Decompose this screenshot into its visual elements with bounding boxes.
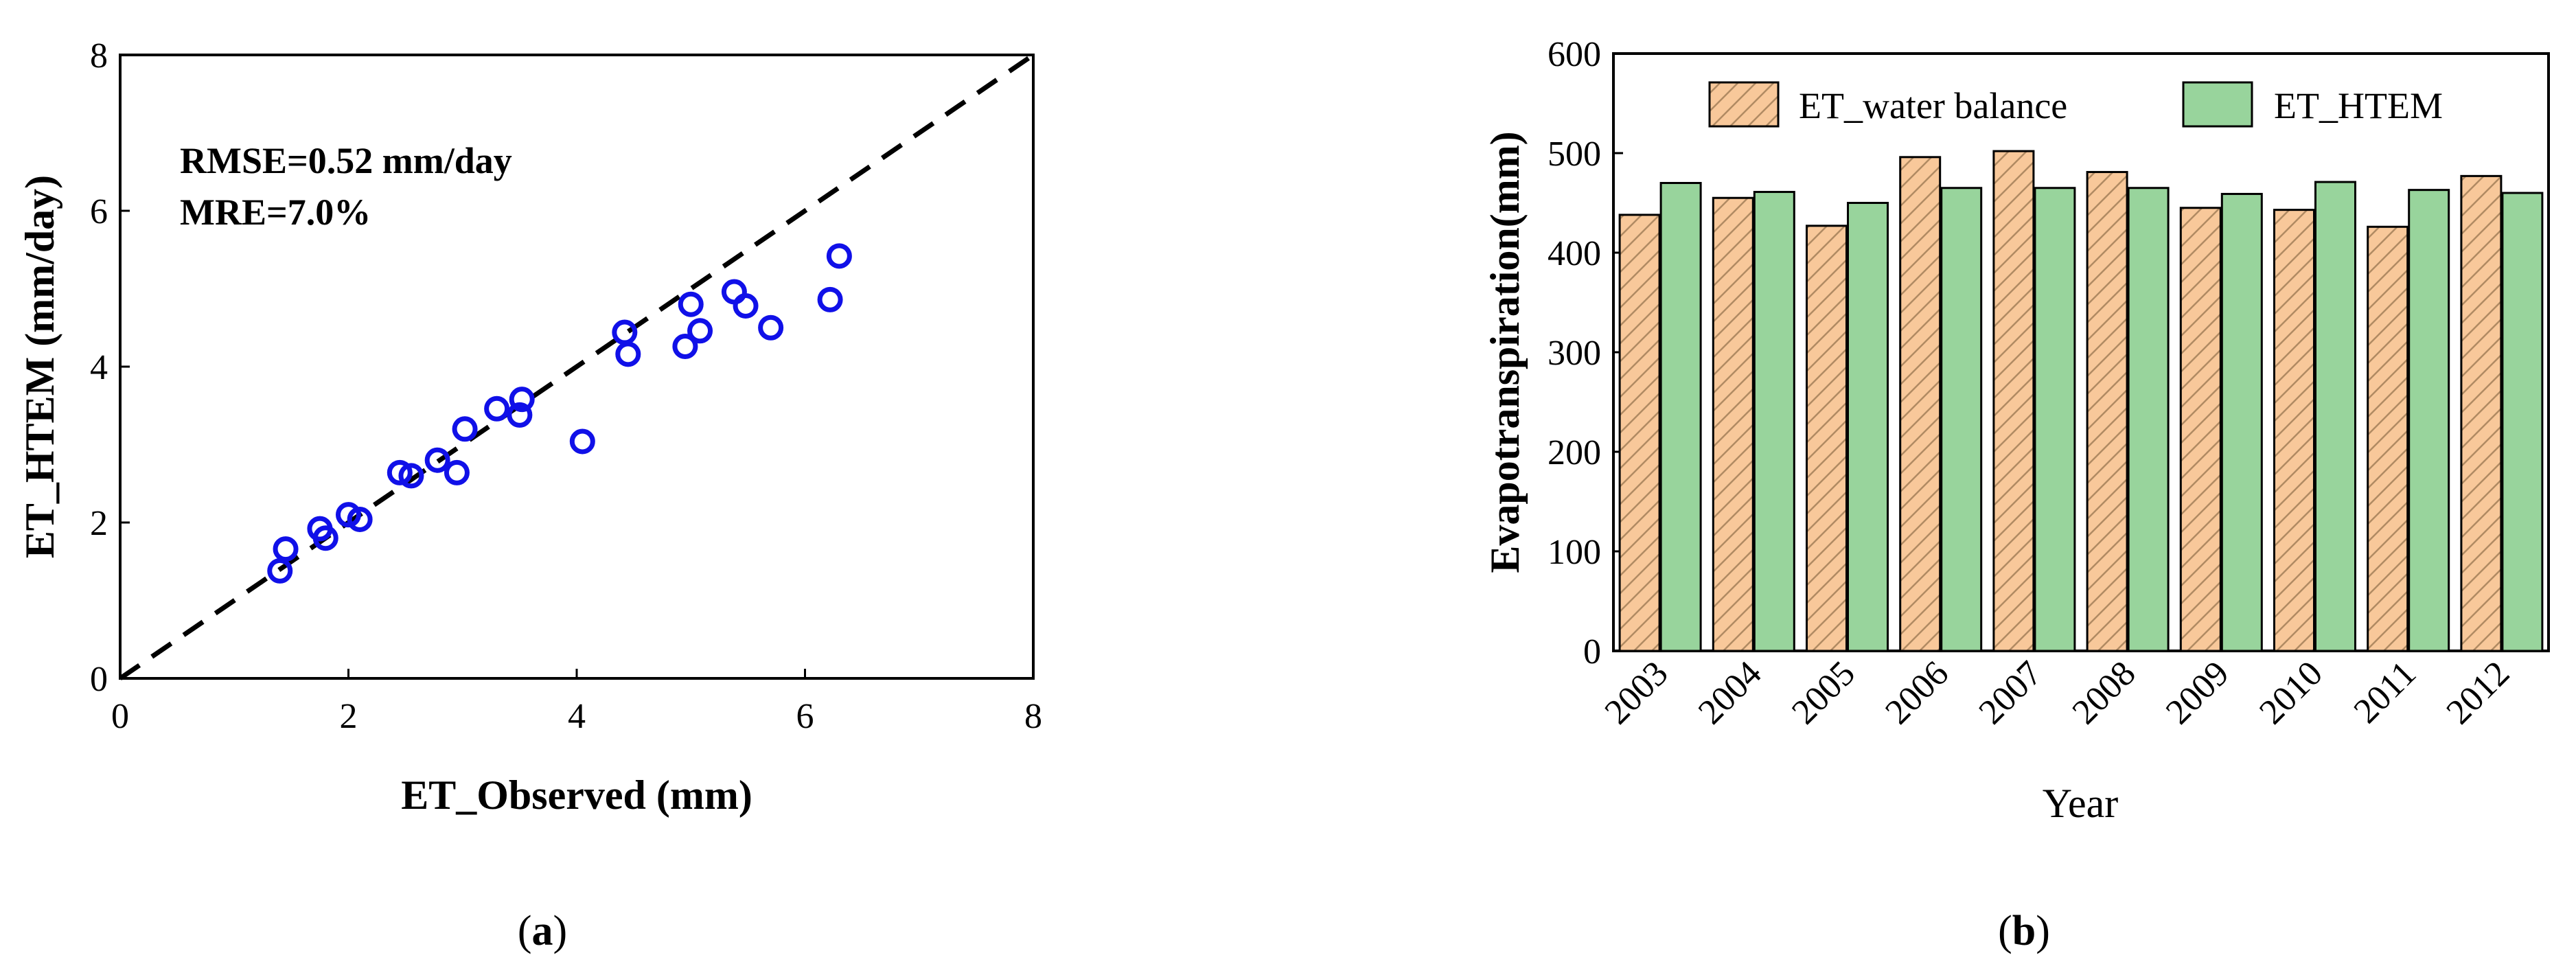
scatter-y-tick-label: 2 xyxy=(90,504,108,543)
bar-et-water-balance xyxy=(2273,209,2315,652)
bar-x-tick-label: 2011 xyxy=(2347,654,2424,731)
scatter-point xyxy=(758,314,784,341)
scatter-point xyxy=(387,459,413,485)
scatter-point xyxy=(507,402,533,428)
scatter-point xyxy=(733,292,759,319)
scatter-points xyxy=(267,243,852,584)
scatter-point xyxy=(336,502,361,528)
scatter-point xyxy=(398,463,424,489)
bar-y-tick-label: 400 xyxy=(1548,234,1601,273)
bar-y-tick-label: 100 xyxy=(1548,533,1601,572)
bar-et-htem xyxy=(2220,192,2263,652)
bar-x-tick-label: 2005 xyxy=(1784,654,1863,732)
scatter-y-axis-label: ET_HTEM (mm/day) xyxy=(17,175,62,558)
bar-et-water-balance xyxy=(1618,214,1661,652)
scatter-x-tick-label: 2 xyxy=(340,697,358,736)
bar-y-tick-label: 200 xyxy=(1548,433,1601,472)
bar-series xyxy=(1618,150,2544,652)
legend-swatch-et-htem xyxy=(2182,81,2253,128)
scatter-point xyxy=(424,447,450,473)
legend-swatch-et-water-balance xyxy=(1708,81,1780,128)
bar-et-water-balance xyxy=(1712,196,1754,652)
scatter-point xyxy=(678,291,704,317)
scatter-x-tick-label: 8 xyxy=(1024,697,1042,736)
scatter-y-tick-label: 0 xyxy=(90,660,108,699)
scatter-point xyxy=(267,558,293,584)
bar-et-htem xyxy=(1753,191,1795,652)
scatter-x-ticks: 0 2 4 6 8 xyxy=(111,669,1042,736)
scatter-point xyxy=(687,318,713,344)
bar-x-axis-label: Year xyxy=(2043,781,2119,826)
scatter-point xyxy=(452,416,478,442)
scatter-point xyxy=(347,506,373,532)
panel-b-letter: b xyxy=(2012,908,2036,954)
bar-et-htem xyxy=(2314,181,2356,652)
bar-y-tick-label: 600 xyxy=(1548,35,1601,74)
bar-et-water-balance xyxy=(2086,171,2128,652)
one-to-one-reference-line xyxy=(119,53,1035,680)
scatter-point xyxy=(509,387,535,413)
bar-y-ticks: 0 100 200 300 400 500 600 xyxy=(1548,35,1623,672)
bar-x-tick-label: 2010 xyxy=(2252,654,2330,732)
bar-x-tick-label: 2003 xyxy=(1598,654,1676,732)
bar-y-tick-label: 0 xyxy=(1583,632,1601,672)
bar-x-ticks: 2003 2004 2005 2006 2007 2008 2009 2010 2011 2012 xyxy=(1598,641,2518,732)
scatter-panel: 0 2 4 6 8 0 2 4 6 8 RMSE=0.52 mm/day MRE=7.0% ET… xyxy=(17,36,1042,954)
bar-et-htem xyxy=(1940,187,1983,652)
legend-label-et-water-balance: ET_water balance xyxy=(1799,85,2067,126)
bar-et-water-balance xyxy=(1899,156,1942,652)
panel-a-label: (a) xyxy=(518,908,567,954)
bar-et-htem xyxy=(1659,182,1702,652)
bar-et-htem xyxy=(1847,202,1889,652)
legend-label-et-htem: ET_HTEM xyxy=(2274,85,2443,126)
bar-et-water-balance xyxy=(2367,225,2409,652)
panel-a-letter: a xyxy=(532,908,553,954)
bar-et-htem xyxy=(2127,187,2170,652)
bar-x-tick-label: 2007 xyxy=(1972,654,2050,732)
scatter-point xyxy=(484,395,510,422)
bar-y-axis-label: Evapotranspiration(mm) xyxy=(1482,131,1528,573)
bar-et-htem xyxy=(2501,192,2544,652)
bar-et-water-balance xyxy=(1992,150,2035,652)
scatter-x-tick-label: 4 xyxy=(568,697,586,736)
bar-x-tick-label: 2012 xyxy=(2439,654,2518,732)
scatter-y-tick-label: 6 xyxy=(90,192,108,231)
scatter-y-tick-label: 4 xyxy=(90,348,108,387)
scatter-point xyxy=(612,319,638,345)
scatter-x-axis-label: ET_Observed (mm) xyxy=(401,772,752,818)
bar-et-water-balance xyxy=(1806,225,1848,652)
scatter-x-tick-label: 6 xyxy=(796,697,814,736)
bar-x-tick-label: 2009 xyxy=(2159,654,2237,732)
bar-et-htem xyxy=(2408,189,2450,652)
scatter-point xyxy=(672,333,698,359)
scatter-x-tick-label: 0 xyxy=(111,697,129,736)
bar-x-tick-label: 2006 xyxy=(1878,654,1956,732)
scatter-point xyxy=(569,428,595,455)
scatter-point xyxy=(273,536,299,562)
bar-y-tick-label: 300 xyxy=(1548,334,1601,373)
scatter-point xyxy=(444,459,470,485)
scatter-point xyxy=(826,243,852,269)
scatter-y-tick-label: 8 xyxy=(90,36,108,76)
bar-panel: 0 100 200 300 400 500 600 2003 2004 2005 2006 2007… xyxy=(1482,35,2550,954)
bar-x-tick-label: 2004 xyxy=(1691,654,1769,732)
bar-et-water-balance xyxy=(2460,174,2503,652)
scatter-point xyxy=(615,341,641,367)
mre-annotation: MRE=7.0% xyxy=(180,192,371,233)
bar-et-water-balance xyxy=(2179,207,2222,652)
legend: ET_water balance ET_HTEM xyxy=(1708,81,2443,128)
rmse-annotation: RMSE=0.52 mm/day xyxy=(180,140,512,181)
scatter-point xyxy=(817,286,843,312)
bar-et-htem xyxy=(2034,187,2076,652)
scatter-point xyxy=(312,525,338,551)
bar-x-tick-label: 2008 xyxy=(2065,654,2143,732)
scatter-y-ticks: 0 2 4 6 8 xyxy=(90,36,130,699)
bar-y-tick-label: 500 xyxy=(1548,135,1601,174)
panel-b-label: (b) xyxy=(1998,908,2050,954)
